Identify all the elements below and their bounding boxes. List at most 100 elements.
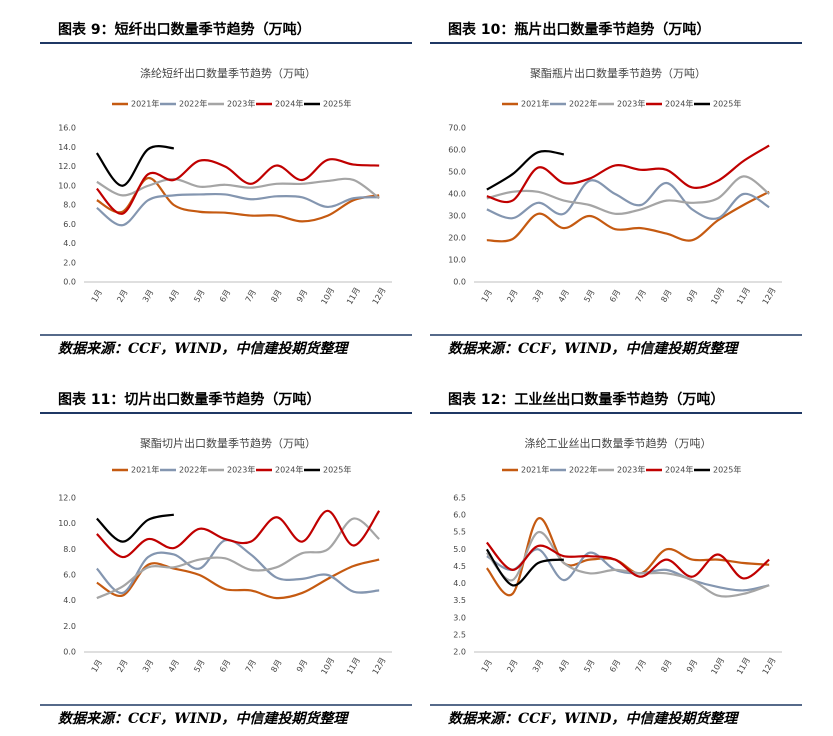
y-tick-label: 4.0 [63, 239, 76, 248]
x-tick-label: 10月 [319, 286, 336, 306]
y-tick-label: 0.0 [63, 648, 76, 657]
x-tick-label: 6月 [218, 288, 232, 304]
legend-label: 2024年 [665, 99, 693, 109]
legend-label: 2022年 [569, 99, 597, 109]
series-line [486, 150, 565, 191]
y-tick-label: 4.5 [453, 562, 466, 571]
legend-label: 2022年 [179, 99, 207, 109]
chart-title: 涤纶工业丝出口数量季节趋势（万吨） [525, 436, 712, 450]
legend-label: 2022年 [179, 465, 207, 475]
y-tick-label: 14.0 [58, 143, 76, 152]
series-line [486, 144, 770, 204]
legend-label: 2024年 [275, 99, 303, 109]
series-line [96, 513, 175, 543]
series-line [486, 190, 770, 243]
y-tick-label: 12.0 [58, 494, 76, 503]
series-line [96, 177, 380, 200]
y-tick-label: 2.0 [63, 622, 76, 631]
x-tick-label: 3月 [141, 288, 155, 304]
x-tick-label: 11月 [735, 286, 752, 306]
y-tick-label: 3.5 [453, 596, 466, 605]
legend-label: 2022年 [569, 465, 597, 475]
y-tick-label: 0.0 [63, 278, 76, 287]
series-line [96, 517, 380, 600]
source-note: 数据来源：CCF，WIND，中信建投期货整理 [448, 340, 739, 357]
legend-label: 2021年 [131, 465, 159, 475]
x-tick-label: 2月 [505, 288, 519, 304]
series-line [485, 517, 770, 597]
y-tick-label: 0.0 [453, 278, 466, 287]
y-tick-label: 2.0 [63, 258, 76, 267]
x-tick-label: 9月 [685, 658, 699, 674]
chart-title: 聚酯瓶片出口数量季节趋势（万吨） [530, 66, 706, 80]
x-tick-label: 11月 [345, 656, 362, 676]
y-tick-label: 6.0 [453, 511, 466, 520]
x-tick-label: 11月 [345, 286, 362, 306]
x-tick-label: 11月 [735, 656, 752, 676]
legend-label: 2024年 [275, 465, 303, 475]
x-tick-label: 2月 [505, 658, 519, 674]
legend-label: 2025年 [713, 99, 741, 109]
x-tick-label: 9月 [295, 658, 309, 674]
y-tick-label: 40.0 [448, 190, 466, 199]
x-tick-label: 7月 [634, 288, 648, 304]
x-tick-label: 3月 [531, 288, 545, 304]
x-tick-label: 3月 [141, 658, 155, 674]
x-tick-label: 2月 [115, 658, 129, 674]
y-tick-label: 60.0 [448, 146, 466, 155]
y-tick-label: 5.5 [453, 528, 466, 537]
x-tick-label: 6月 [608, 288, 622, 304]
x-tick-label: 7月 [244, 658, 258, 674]
panel-header: 图表 11：切片出口数量季节趋势（万吨） [58, 391, 320, 408]
series-line [96, 158, 380, 215]
x-tick-label: 6月 [608, 658, 622, 674]
x-tick-label: 4月 [557, 288, 571, 304]
x-tick-label: 6月 [218, 658, 232, 674]
y-tick-label: 10.0 [448, 256, 466, 265]
series-line [486, 175, 770, 216]
y-tick-label: 16.0 [58, 124, 76, 133]
legend-label: 2023年 [227, 99, 255, 109]
chart-title: 聚酯切片出口数量季节趋势（万吨） [140, 436, 316, 450]
x-tick-label: 1月 [480, 288, 494, 304]
x-tick-label: 1月 [90, 288, 104, 304]
x-tick-label: 12月 [371, 286, 388, 306]
series-line [95, 145, 174, 187]
y-tick-label: 6.5 [453, 494, 466, 503]
x-tick-label: 1月 [90, 658, 104, 674]
series-line [96, 538, 380, 595]
y-tick-label: 2.0 [453, 648, 466, 657]
x-tick-label: 9月 [685, 288, 699, 304]
x-tick-label: 10月 [709, 656, 726, 676]
x-tick-label: 1月 [480, 658, 494, 674]
legend-label: 2021年 [131, 99, 159, 109]
legend-label: 2021年 [521, 465, 549, 475]
series-line [96, 192, 380, 227]
y-tick-label: 8.0 [63, 545, 76, 554]
y-tick-label: 10.0 [58, 181, 76, 190]
series-line [96, 558, 380, 600]
x-tick-label: 4月 [167, 288, 181, 304]
legend-label: 2021年 [521, 99, 549, 109]
series-line [485, 548, 564, 587]
series-line [485, 541, 770, 580]
x-tick-label: 8月 [269, 288, 283, 304]
x-tick-label: 5月 [582, 658, 596, 674]
x-tick-label: 4月 [557, 658, 571, 674]
y-tick-label: 4.0 [453, 579, 466, 588]
x-tick-label: 10月 [319, 656, 336, 676]
series-line [486, 179, 770, 220]
series-line [486, 548, 770, 592]
source-note: 数据来源：CCF，WIND，中信建投期货整理 [58, 340, 349, 357]
chart-title: 涤纶短纤出口数量季节趋势（万吨） [140, 66, 316, 80]
y-tick-label: 12.0 [58, 162, 76, 171]
panel-header: 图表 12：工业丝出口数量季节趋势（万吨） [448, 391, 724, 408]
y-tick-label: 30.0 [448, 212, 466, 221]
x-tick-label: 5月 [192, 288, 206, 304]
x-tick-label: 2月 [115, 288, 129, 304]
x-tick-label: 7月 [244, 288, 258, 304]
y-tick-label: 50.0 [448, 168, 466, 177]
y-tick-label: 3.0 [453, 613, 466, 622]
panel-header: 图表 10：瓶片出口数量季节趋势（万吨） [448, 21, 710, 38]
